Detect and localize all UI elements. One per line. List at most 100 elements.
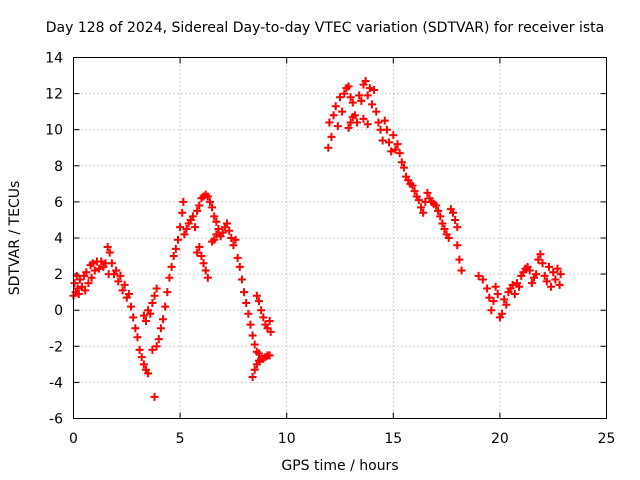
data-point-marker [156, 324, 165, 333]
data-point-marker [257, 306, 266, 315]
data-point-marker [223, 219, 232, 228]
y-tick-label: 14 [45, 51, 63, 67]
data-point-marker [225, 226, 234, 235]
data-point-marker [431, 201, 440, 210]
data-point-marker [389, 131, 398, 140]
data-point-marker [88, 259, 97, 268]
data-point-marker [344, 82, 353, 91]
data-point-marker [124, 289, 133, 298]
data-point-marker [397, 158, 406, 167]
data-point-marker [265, 317, 274, 326]
data-point-marker [118, 286, 127, 295]
data-point-marker [408, 181, 417, 190]
data-point-marker [336, 93, 344, 102]
data-point-marker [357, 96, 366, 105]
data-point-marker [363, 91, 372, 100]
data-point-marker [355, 91, 364, 100]
x-tick-label: 5 [176, 431, 185, 447]
data-point-marker [148, 298, 157, 307]
data-point-marker [173, 235, 182, 244]
data-point-marker [387, 147, 396, 156]
data-point-marker [75, 275, 84, 284]
data-point-marker [159, 315, 168, 324]
data-point-marker [266, 327, 275, 336]
data-point-marker [363, 120, 372, 129]
data-point-marker [182, 224, 191, 233]
data-point-marker [380, 116, 389, 125]
y-tick-label: 12 [45, 87, 63, 103]
data-point-marker [254, 349, 263, 358]
data-point-marker [365, 84, 374, 93]
x-tick-label: 25 [598, 431, 616, 447]
data-point-marker [74, 289, 83, 298]
data-point-marker [188, 212, 197, 221]
data-point-marker [382, 125, 391, 134]
data-point-marker [378, 136, 387, 145]
data-point-marker [218, 228, 227, 237]
data-point-marker [329, 111, 338, 120]
data-point-marker [440, 224, 449, 233]
data-point-marker [227, 234, 236, 242]
data-point-marker [244, 309, 253, 318]
data-point-marker [214, 224, 223, 233]
data-point-marker [551, 275, 560, 284]
data-point-marker [555, 280, 564, 289]
data-point-marker [502, 300, 511, 309]
data-point-marker [547, 282, 556, 291]
data-point-marker [84, 279, 93, 288]
y-axis-label: SDTVAR / TECUs [7, 181, 23, 296]
x-tick-label: 15 [384, 431, 402, 447]
data-point-marker [95, 264, 104, 273]
data-point-marker [146, 309, 155, 318]
axis-ticks: 0 5 10 15 20 25 -6 -4 -2 0 2 4 6 8 10 12 14 [45, 51, 615, 448]
data-point-marker [331, 102, 340, 111]
data-point-marker [161, 302, 170, 311]
data-point-marker [82, 268, 91, 277]
data-point-marker [553, 264, 562, 273]
data-point-marker [107, 259, 116, 268]
data-point-marker [152, 342, 161, 351]
data-point-marker [417, 203, 426, 212]
data-point-marker [250, 365, 259, 374]
data-point-marker [489, 297, 498, 306]
data-point-marker [233, 253, 242, 262]
data-point-marker [176, 223, 185, 232]
data-point-marker [485, 293, 494, 302]
data-point-marker [208, 203, 217, 212]
data-point-marker [487, 306, 496, 315]
x-tick-label: 10 [278, 431, 296, 447]
data-point-marker [491, 282, 500, 291]
data-point-marker [237, 275, 246, 284]
y-tick-label: 2 [54, 267, 63, 283]
y-tick-label: -4 [49, 375, 63, 391]
data-point-marker [399, 163, 408, 172]
data-point-marker [254, 297, 263, 306]
data-point-marker [324, 143, 333, 152]
data-point-marker [338, 107, 347, 116]
data-point-marker [248, 331, 257, 340]
y-tick-label: 6 [54, 195, 63, 211]
data-point-marker [327, 132, 336, 141]
data-point-marker [165, 273, 174, 282]
data-point-marker [453, 223, 462, 232]
data-point-marker [178, 208, 187, 217]
plot-frame [73, 57, 607, 419]
y-tick-label: 0 [54, 303, 63, 319]
data-point-marker [436, 212, 445, 221]
data-point-marker [540, 271, 549, 280]
data-point-marker [90, 266, 99, 275]
data-point-marker [231, 235, 240, 244]
data-point-marker [393, 140, 402, 149]
data-point-marker [116, 271, 125, 280]
data-point-marker [434, 206, 443, 215]
data-point-marker [73, 284, 82, 293]
data-point-marker [195, 201, 204, 210]
data-point-marker [549, 268, 558, 277]
data-point-marker [139, 360, 148, 369]
data-point-marker [498, 309, 507, 318]
data-point-marker [137, 353, 146, 362]
data-point-marker [203, 192, 212, 201]
data-point-marker [139, 311, 148, 320]
data-point-marker [179, 197, 188, 206]
data-point-marker [127, 302, 136, 311]
